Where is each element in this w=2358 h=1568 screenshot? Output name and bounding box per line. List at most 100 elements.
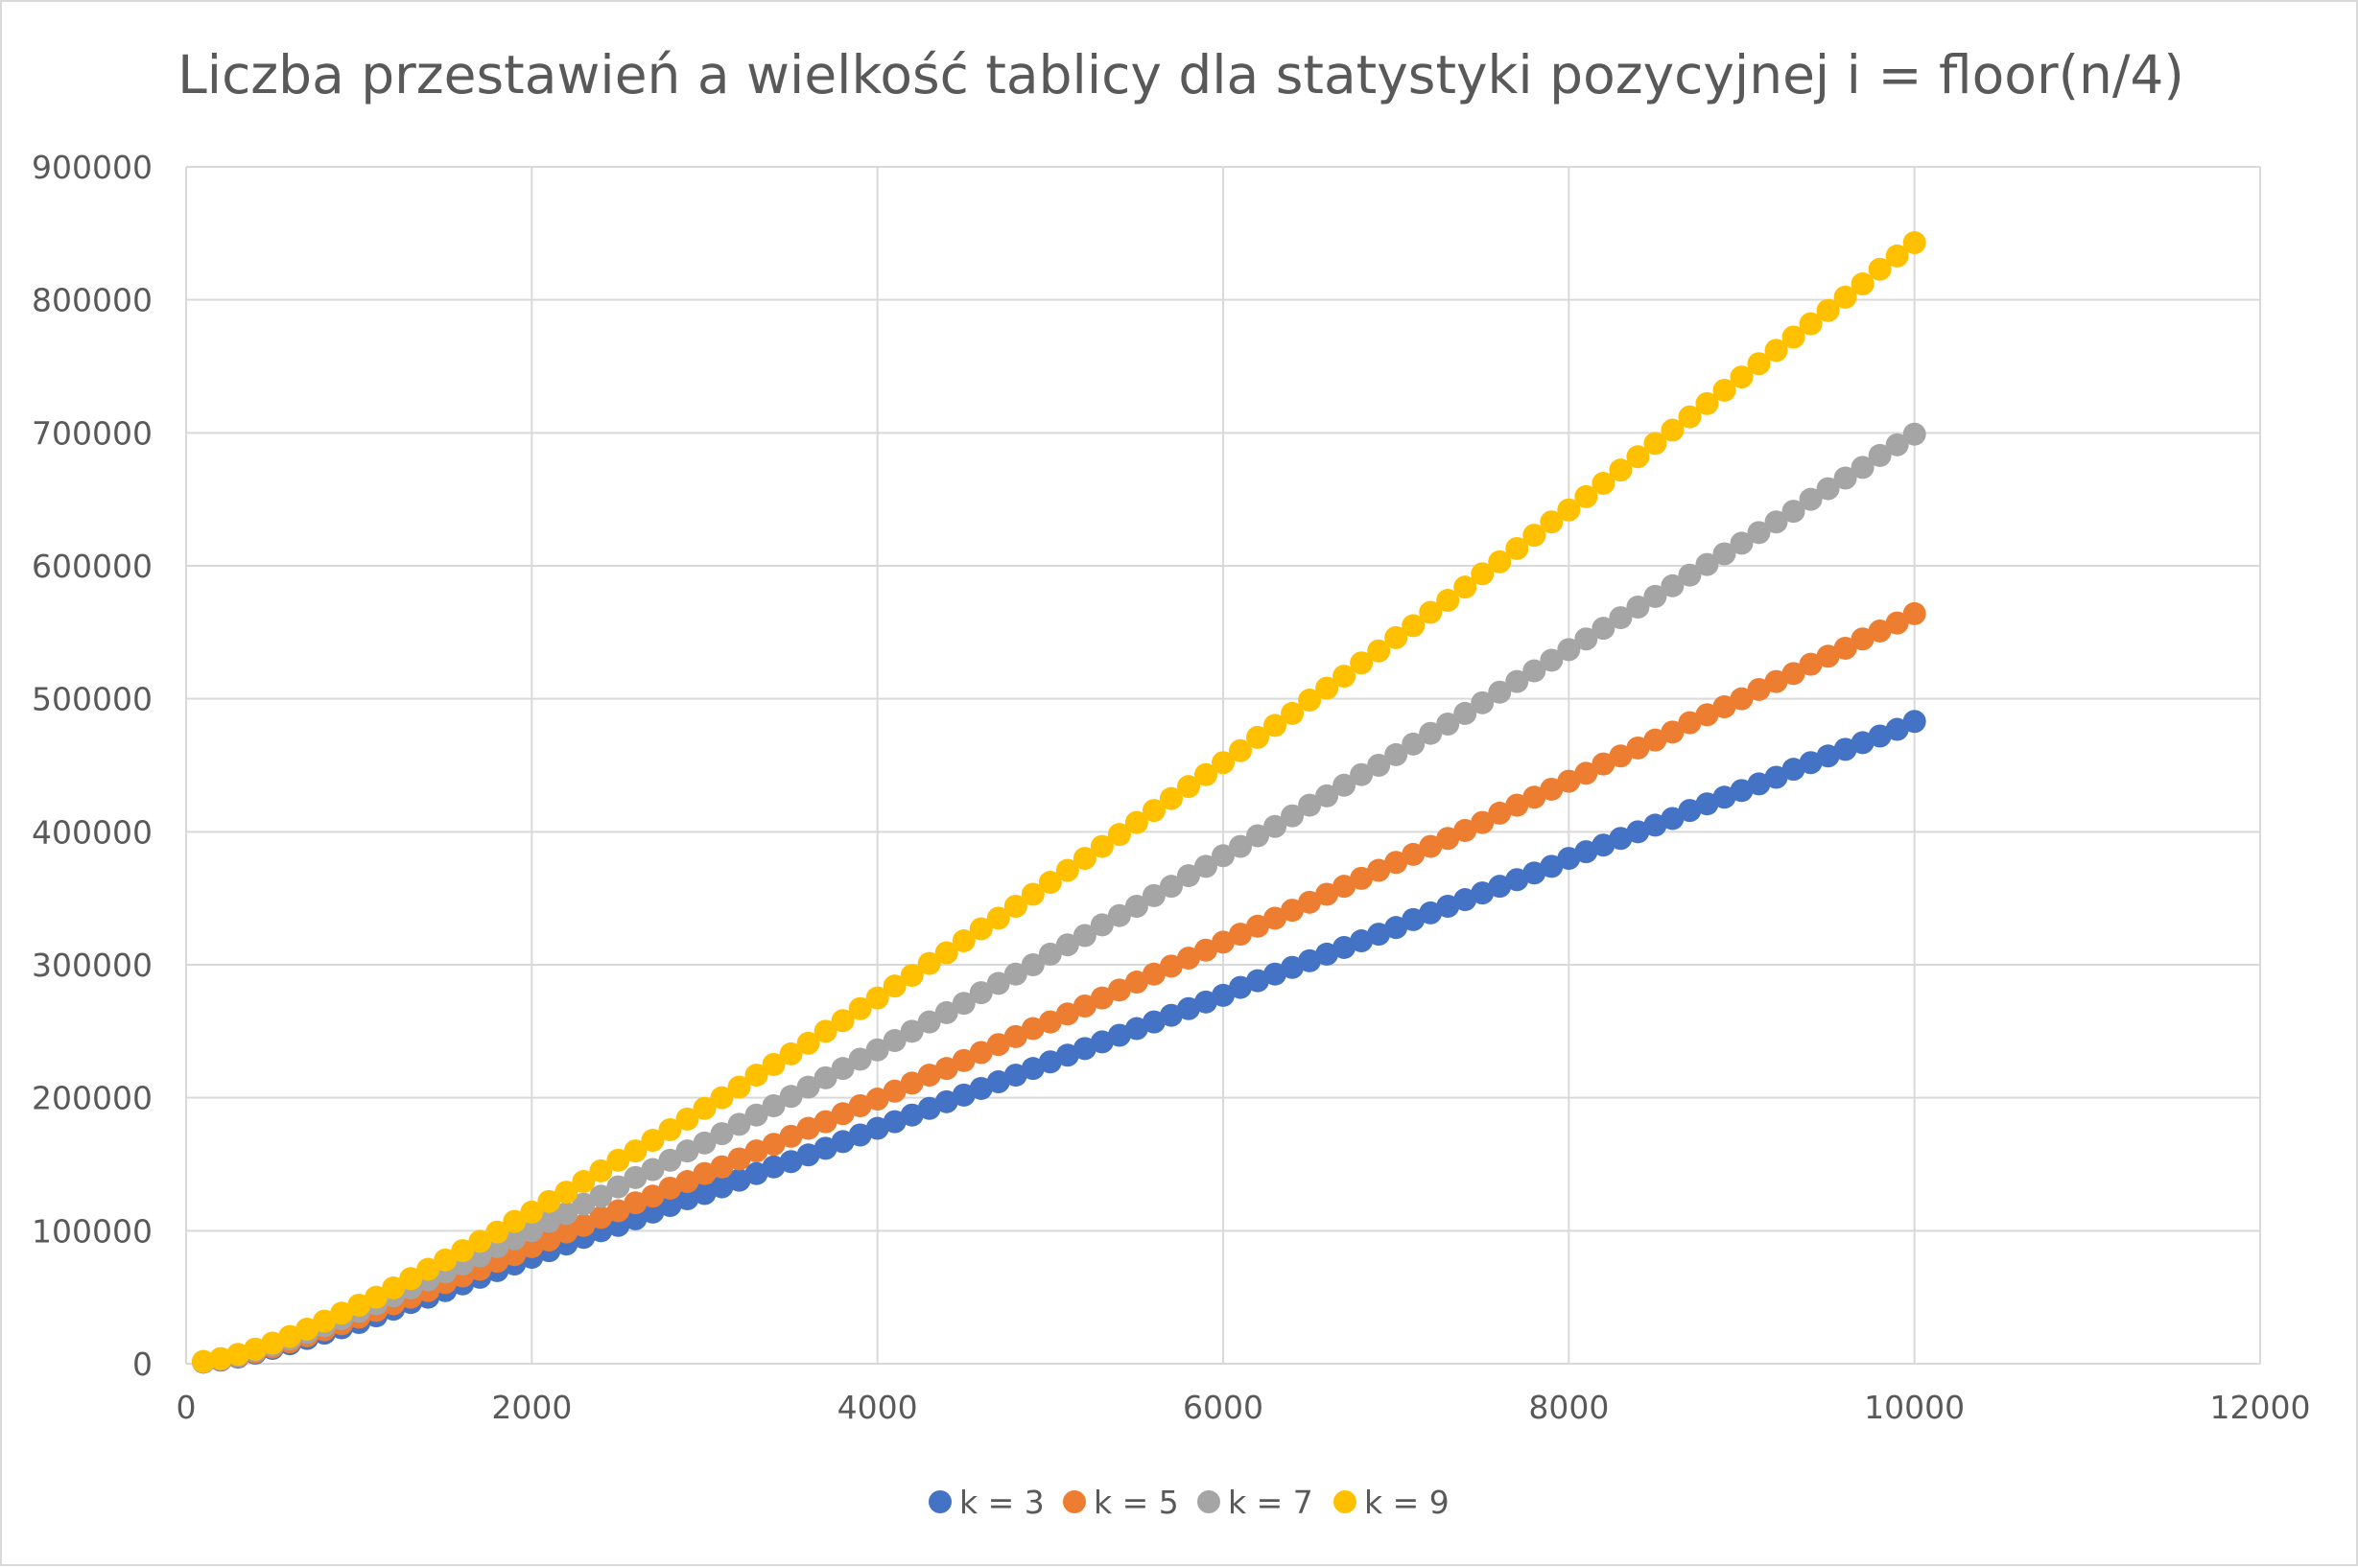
data-point <box>1436 894 1460 918</box>
data-point <box>865 1088 889 1112</box>
data-point <box>1124 810 1148 834</box>
data-point <box>1557 847 1581 871</box>
data-point <box>1522 659 1546 683</box>
data-point <box>1055 1002 1079 1026</box>
x-tick-label: 6000 <box>1183 1389 1263 1426</box>
data-point <box>1540 854 1564 878</box>
data-point <box>1592 752 1615 776</box>
data-point <box>917 951 941 975</box>
data-point <box>934 1089 958 1113</box>
data-point <box>1332 875 1356 899</box>
data-point <box>1781 758 1805 782</box>
data-point <box>796 1116 820 1140</box>
data-point <box>1833 636 1857 660</box>
data-point <box>900 964 924 988</box>
data-point <box>382 1275 406 1299</box>
data-point <box>1505 536 1529 560</box>
data-point <box>537 1209 561 1233</box>
data-point <box>1229 738 1253 762</box>
data-point <box>796 1143 820 1167</box>
data-point <box>1522 785 1546 809</box>
data-point <box>675 1187 699 1211</box>
data-point <box>814 1019 837 1043</box>
data-point <box>1574 840 1598 864</box>
data-point <box>1626 736 1650 760</box>
data-point <box>1193 762 1217 786</box>
data-point <box>1193 854 1217 878</box>
data-point <box>1350 651 1374 675</box>
data-point <box>1868 443 1892 467</box>
data-point <box>1263 906 1287 930</box>
data-point <box>1592 472 1615 496</box>
data-point <box>1764 765 1788 789</box>
data-point <box>330 1301 354 1325</box>
data-point <box>1055 933 1079 957</box>
data-point <box>624 1139 648 1163</box>
data-point <box>226 1343 250 1367</box>
data-point <box>1902 422 1926 446</box>
data-point <box>1488 801 1512 825</box>
data-point <box>399 1267 423 1291</box>
data-point <box>1402 614 1426 638</box>
data-point <box>1176 775 1200 799</box>
data-point <box>865 1038 889 1062</box>
data-point <box>537 1229 561 1252</box>
data-point <box>1193 938 1217 962</box>
data-point <box>1384 916 1408 940</box>
data-point <box>1246 969 1270 993</box>
data-point <box>520 1234 544 1258</box>
data-point <box>1193 990 1217 1014</box>
data-point <box>1384 625 1408 649</box>
data-point <box>710 1155 734 1179</box>
data-point <box>1350 929 1374 953</box>
data-point <box>192 1349 216 1373</box>
data-point <box>952 1083 976 1107</box>
y-tick-label: 200000 <box>32 1080 153 1117</box>
data-point <box>1661 418 1685 442</box>
data-point <box>658 1176 682 1200</box>
data-point <box>1315 882 1339 906</box>
data-point <box>1799 487 1823 511</box>
data-point <box>1816 744 1840 768</box>
data-point <box>1643 584 1667 608</box>
data-point <box>865 1116 889 1140</box>
data-point <box>744 1103 768 1127</box>
data-point <box>1868 619 1892 643</box>
data-point <box>658 1148 682 1172</box>
data-point <box>831 1057 855 1081</box>
data-point <box>313 1309 337 1333</box>
data-point <box>1609 458 1633 482</box>
data-point <box>1471 690 1495 714</box>
data-point <box>1885 717 1909 741</box>
data-point <box>1557 769 1581 793</box>
data-point <box>1453 701 1477 725</box>
data-point <box>1350 762 1374 786</box>
data-point <box>1592 833 1615 857</box>
data-point <box>727 1147 751 1171</box>
data-point <box>865 986 889 1010</box>
y-axis-tick-labels: 0 100000 200000 300000 400000 500000 600000 700… <box>32 149 153 1383</box>
data-point <box>693 1131 717 1155</box>
data-point <box>1453 818 1477 842</box>
data-points <box>192 231 1926 1374</box>
data-point <box>589 1158 613 1182</box>
data-point <box>1176 864 1200 888</box>
data-point <box>1781 500 1805 524</box>
data-point <box>710 1175 734 1199</box>
x-tick-label: 8000 <box>1528 1389 1609 1426</box>
data-point <box>727 1075 751 1099</box>
data-point <box>744 1064 768 1088</box>
data-point <box>1090 986 1114 1010</box>
data-point <box>1229 834 1253 858</box>
data-point <box>1764 669 1788 693</box>
y-tick-label: 900000 <box>32 149 153 186</box>
data-point <box>1176 947 1200 971</box>
data-point <box>917 1010 941 1034</box>
data-point <box>814 1065 837 1089</box>
y-tick-label: 100000 <box>32 1212 153 1250</box>
x-tick-label: 4000 <box>837 1389 918 1426</box>
data-point <box>1298 793 1322 817</box>
data-point <box>1730 687 1754 711</box>
data-point <box>244 1337 268 1361</box>
data-point <box>261 1331 285 1355</box>
